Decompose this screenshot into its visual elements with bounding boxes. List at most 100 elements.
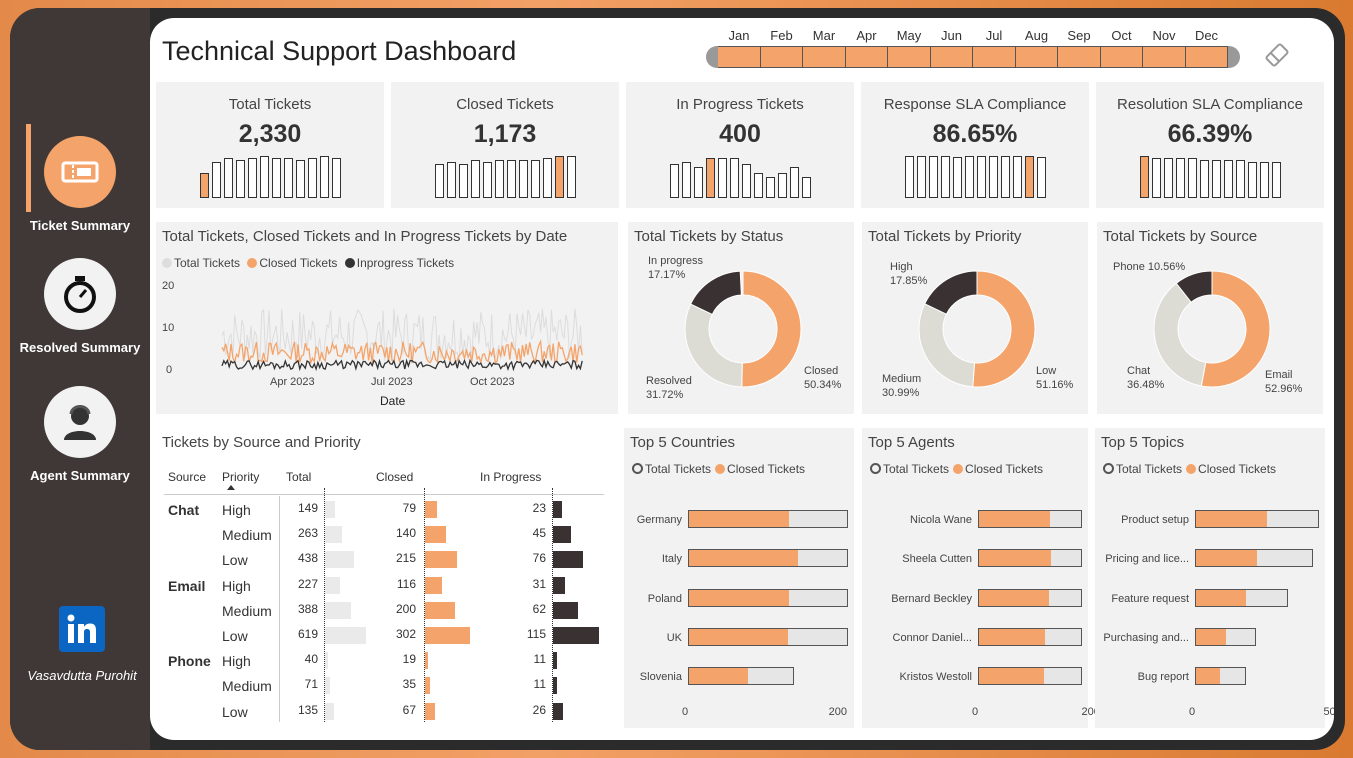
eraser-icon[interactable] [1262, 40, 1292, 75]
kpi-spark-bar[interactable] [518, 160, 528, 198]
closed-bar[interactable] [979, 550, 1052, 567]
kpi-spark-bar[interactable] [916, 156, 926, 198]
month-cell[interactable] [1015, 46, 1058, 68]
kpi-spark-bar[interactable] [295, 160, 305, 198]
kpi-spark-bar[interactable] [1211, 160, 1221, 198]
month-label[interactable]: Aug [1024, 28, 1049, 43]
kpi-spark-bar[interactable] [283, 158, 293, 198]
month-cell[interactable] [760, 46, 803, 68]
table-row[interactable]: Low 438 215 76 [156, 548, 606, 573]
kpi-spark-bar[interactable] [542, 158, 552, 198]
linkedin-icon[interactable] [59, 606, 105, 652]
kpi-spark-bar[interactable] [753, 172, 763, 198]
kpi-spark-bar[interactable] [223, 158, 233, 198]
kpi-spark-bar[interactable] [1187, 158, 1197, 198]
closed-bar[interactable] [1196, 550, 1257, 567]
donut-chart[interactable] [912, 264, 1042, 394]
month-cell[interactable] [1058, 46, 1101, 68]
kpi-spark-bar[interactable] [928, 156, 938, 198]
month-cell[interactable] [803, 46, 846, 68]
month-cell[interactable] [718, 46, 761, 68]
col-header[interactable]: Priority [222, 470, 260, 484]
closed-bar[interactable] [1196, 628, 1226, 645]
kpi-spark-bar[interactable] [1235, 160, 1245, 198]
month-label[interactable]: Dec [1194, 28, 1219, 43]
kpi-spark-bar[interactable] [741, 164, 751, 198]
kpi-spark-bar[interactable] [669, 164, 679, 198]
kpi-spark-bar[interactable] [554, 156, 564, 198]
table-row[interactable]: Low 619 302 115 [156, 624, 606, 649]
closed-bar[interactable] [979, 589, 1050, 606]
closed-bar[interactable] [1196, 589, 1246, 606]
kpi-spark-bar[interactable] [530, 160, 540, 198]
kpi-spark-bar[interactable] [482, 162, 492, 198]
donut-chart[interactable] [678, 264, 808, 394]
closed-bar[interactable] [689, 668, 748, 685]
closed-bar[interactable] [689, 589, 789, 606]
closed-bar[interactable] [979, 668, 1044, 685]
closed-bar[interactable] [979, 628, 1045, 645]
kpi-spark-bar[interactable] [1163, 158, 1173, 198]
kpi-spark-bar[interactable] [1199, 160, 1209, 198]
kpi-spark-bar[interactable] [271, 158, 281, 198]
table-row[interactable]: Email High 227 116 31 [156, 574, 606, 599]
kpi-spark-bar[interactable] [199, 172, 209, 198]
kpi-spark-bar[interactable] [1024, 156, 1034, 198]
kpi-spark-bar[interactable] [458, 164, 468, 198]
col-header[interactable]: In Progress [480, 470, 542, 484]
kpi-spark-bar[interactable] [904, 156, 914, 198]
month-label[interactable]: Sep [1067, 28, 1091, 43]
closed-bar[interactable] [979, 511, 1051, 527]
kpi-spark-bar[interactable] [211, 162, 221, 198]
month-cell[interactable] [1100, 46, 1143, 68]
kpi-spark-bar[interactable] [1000, 156, 1010, 198]
month-label[interactable]: Jun [941, 28, 962, 43]
kpi-spark-bar[interactable] [1175, 158, 1185, 198]
kpi-spark-bar[interactable] [1247, 162, 1257, 198]
kpi-spark-bar[interactable] [789, 166, 799, 198]
kpi-spark-bar[interactable] [777, 172, 787, 198]
table-row[interactable]: Medium 71 35 11 [156, 674, 606, 699]
closed-bar[interactable] [1196, 511, 1268, 527]
table-row[interactable]: Phone High 40 19 11 [156, 649, 606, 674]
month-label[interactable]: Feb [770, 28, 793, 43]
month-cell[interactable] [973, 46, 1016, 68]
kpi-spark-bar[interactable] [494, 160, 504, 198]
table-row[interactable]: Medium 263 140 45 [156, 523, 606, 548]
kpi-spark-bar[interactable] [1139, 156, 1149, 198]
kpi-spark-bar[interactable] [693, 166, 703, 198]
kpi-spark-bar[interactable] [976, 156, 986, 198]
nav-resolved-summary[interactable]: Resolved Summary [10, 258, 150, 355]
kpi-spark-bar[interactable] [1259, 162, 1269, 198]
kpi-spark-bar[interactable] [940, 156, 950, 198]
kpi-spark-bar[interactable] [1151, 158, 1161, 198]
kpi-spark-bar[interactable] [506, 160, 516, 198]
nav-agent-summary[interactable]: Agent Summary [10, 386, 150, 483]
col-header[interactable]: Total [286, 470, 312, 484]
month-cell[interactable] [1185, 46, 1228, 68]
kpi-spark-bar[interactable] [446, 162, 456, 198]
kpi-spark-bar[interactable] [566, 156, 576, 198]
month-label[interactable]: Oct [1111, 28, 1132, 43]
kpi-spark-bar[interactable] [307, 158, 317, 198]
kpi-spark-bar[interactable] [470, 160, 480, 198]
kpi-spark-bar[interactable] [717, 158, 727, 198]
kpi-spark-bar[interactable] [331, 158, 341, 198]
kpi-spark-bar[interactable] [681, 162, 691, 198]
table-row[interactable]: Low 135 67 26 [156, 700, 606, 725]
closed-bar[interactable] [1196, 668, 1221, 685]
table-row[interactable]: Medium 388 200 62 [156, 599, 606, 624]
kpi-spark-bar[interactable] [964, 156, 974, 198]
closed-bar[interactable] [689, 628, 788, 645]
table-row[interactable]: Chat High 149 79 23 [156, 498, 606, 523]
month-cell[interactable] [930, 46, 973, 68]
nav-ticket-summary[interactable]: Ticket Summary [10, 136, 150, 233]
month-label[interactable]: Mar [812, 28, 836, 43]
month-slicer[interactable]: Jan Feb Mar Apr May Jun Jul Aug Sep Oct Nov Dec [706, 18, 1246, 70]
col-header[interactable]: Source [168, 470, 207, 484]
line-chart-plot[interactable] [192, 282, 594, 378]
kpi-spark-bar[interactable] [705, 158, 715, 198]
kpi-spark-bar[interactable] [259, 156, 269, 198]
col-header[interactable]: Closed [376, 470, 414, 484]
month-label[interactable]: Apr [856, 28, 877, 43]
